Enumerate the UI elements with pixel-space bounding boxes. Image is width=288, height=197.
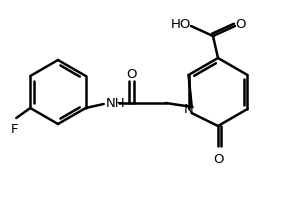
Text: O: O — [236, 18, 246, 31]
Text: O: O — [126, 68, 137, 81]
Text: F: F — [11, 123, 18, 136]
Text: N: N — [184, 102, 194, 115]
Text: HO: HO — [171, 18, 191, 31]
Text: NH: NH — [106, 97, 125, 110]
Text: O: O — [214, 153, 224, 166]
